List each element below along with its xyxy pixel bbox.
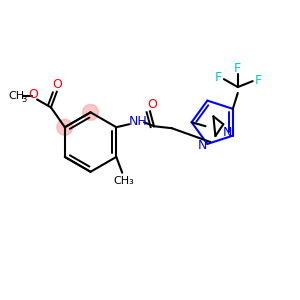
Text: CH₃: CH₃ <box>114 176 135 186</box>
Text: NH: NH <box>129 115 148 128</box>
Circle shape <box>82 104 98 120</box>
Circle shape <box>57 119 73 135</box>
Text: O: O <box>147 98 157 111</box>
Text: N: N <box>223 126 232 139</box>
Text: F: F <box>234 62 241 75</box>
Text: F: F <box>255 74 262 87</box>
Text: O: O <box>28 88 38 101</box>
Text: N: N <box>198 140 207 152</box>
Text: 3: 3 <box>22 95 27 104</box>
Text: O: O <box>52 78 62 91</box>
Text: CH: CH <box>8 91 24 100</box>
Text: F: F <box>214 71 221 84</box>
